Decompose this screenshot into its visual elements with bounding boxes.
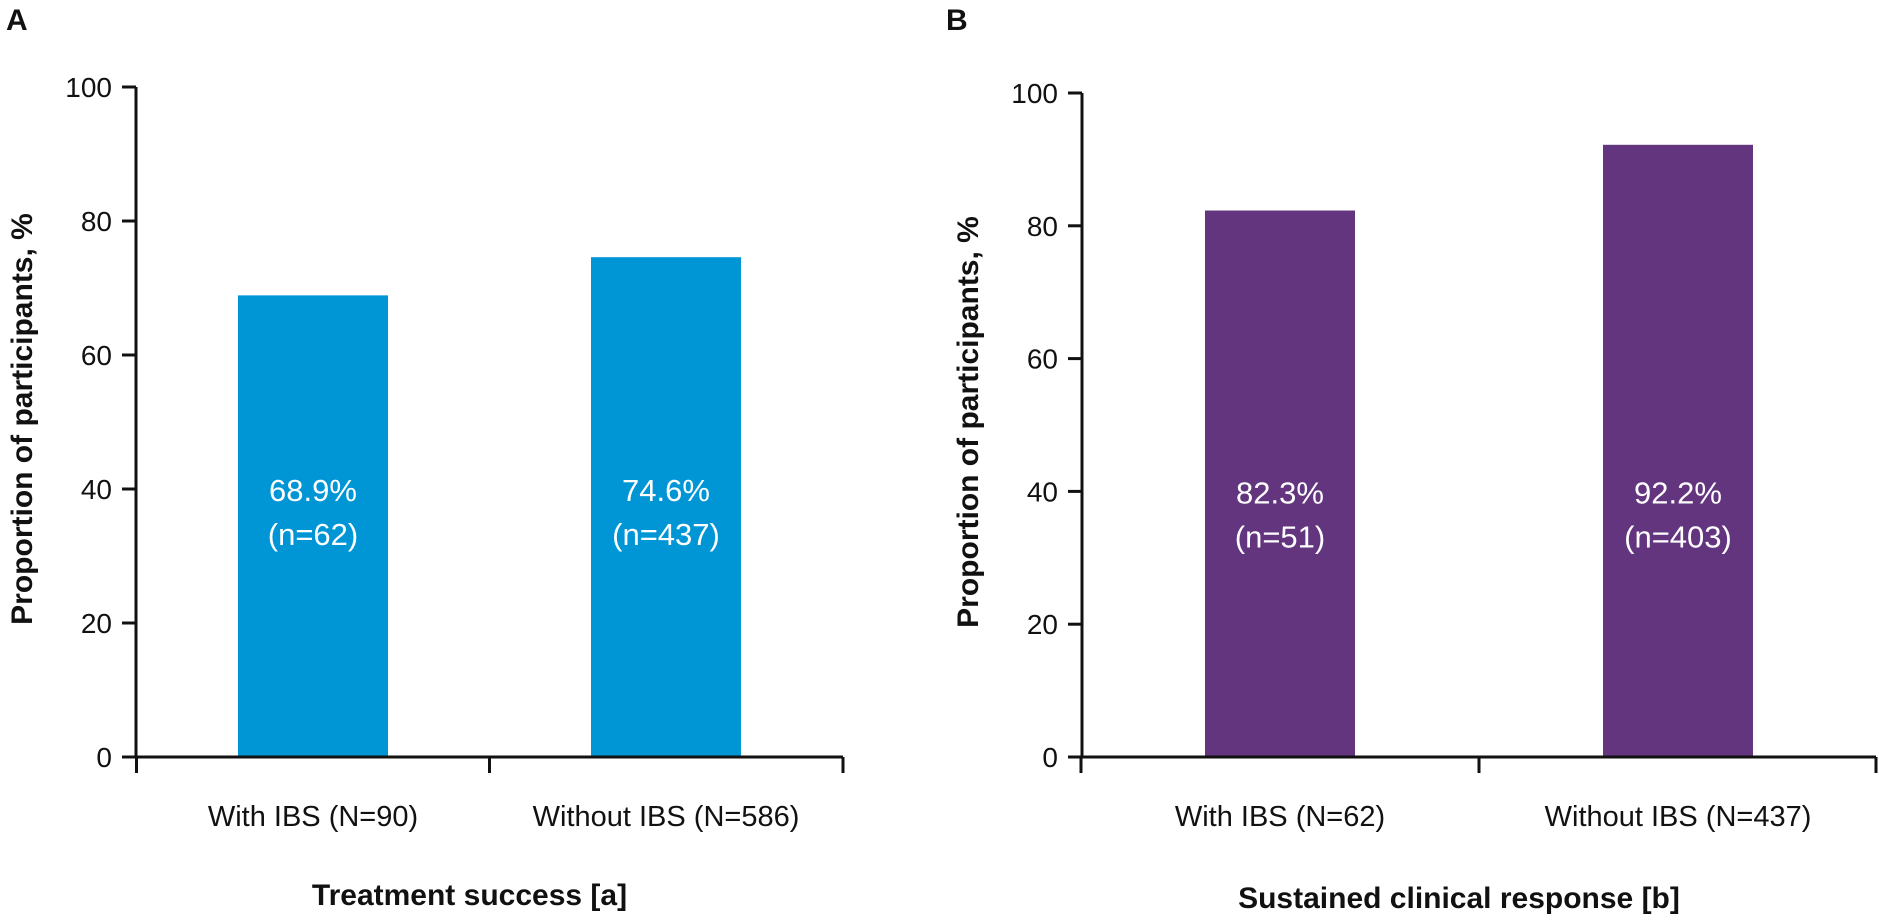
x-axis-title: Treatment success [a]	[312, 879, 627, 912]
chart-panel-b: B 82.3% (n=51) 92.2% (n=403) 0 20 40 60 80 100 With…	[946, 4, 1878, 915]
y-tick-label: 40	[81, 474, 112, 505]
y-tick-label: 40	[1027, 476, 1058, 507]
y-tick-label: 20	[1027, 609, 1058, 640]
x-category-label: Without IBS (N=437)	[1545, 801, 1812, 833]
chart-panel-a: A 68.9% (n=62) 74.6% (n=437) 0 20 40 60 80 100 With…	[6, 4, 845, 912]
y-tick-label: 80	[81, 206, 112, 237]
y-tick-label: 0	[1042, 742, 1058, 773]
y-tick-label: 20	[81, 608, 112, 639]
bar-data-label: (n=403)	[1624, 519, 1732, 554]
y-tick-label: 60	[81, 340, 112, 371]
x-category-label: Without IBS (N=586)	[533, 801, 800, 833]
bar-2	[1603, 144, 1753, 758]
x-category-label: With IBS (N=90)	[208, 801, 418, 833]
bar-data-label: (n=437)	[612, 517, 720, 552]
y-axis-title: Proportion of participants, %	[952, 216, 985, 628]
x-axis-title: Sustained clinical response [b]	[1238, 882, 1680, 915]
panel-letter: A	[6, 4, 28, 37]
bar-data-label: 92.2%	[1634, 475, 1722, 510]
y-tick-label: 100	[65, 72, 112, 103]
bar-2	[591, 257, 741, 757]
bar-data-label: 74.6%	[622, 473, 710, 508]
y-axis-title: Proportion of participants, %	[6, 213, 39, 625]
bar-data-label: 82.3%	[1236, 475, 1324, 510]
y-tick-label: 80	[1027, 211, 1058, 242]
bar-data-label: 68.9%	[269, 473, 357, 508]
x-category-label: With IBS (N=62)	[1175, 801, 1385, 833]
panel-letter: B	[946, 4, 968, 37]
y-tick-label: 60	[1027, 344, 1058, 375]
bar-1	[238, 295, 388, 757]
bar-1	[1205, 210, 1355, 757]
bar-data-label: (n=51)	[1235, 519, 1325, 554]
y-tick-label: 100	[1011, 78, 1058, 109]
y-tick-label: 0	[96, 742, 112, 773]
bar-data-label: (n=62)	[268, 517, 358, 552]
